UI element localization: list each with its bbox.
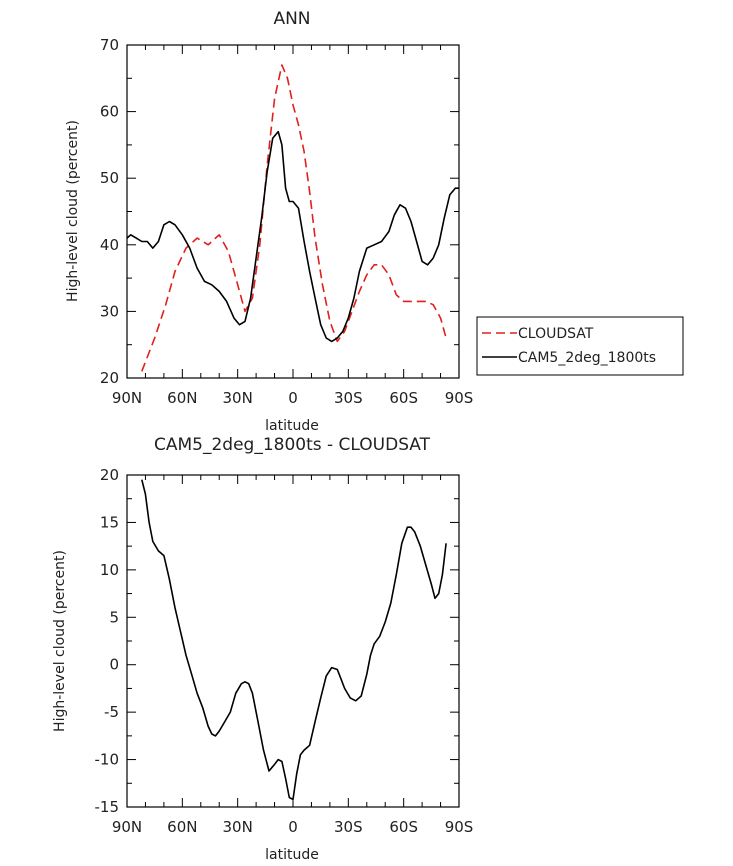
x-axis-label: latitude [265, 847, 319, 863]
panel-difference: CAM5_2deg_1800ts - CLOUDSAT 90N 60N 30N 0 30… [52, 435, 473, 863]
y-tick-label: -5 [104, 703, 119, 721]
x-tick-label: 60N [167, 818, 197, 836]
y-tick-labels: -15 -10 -5 0 5 10 15 20 [95, 466, 120, 816]
legend-label-cloudsat: CLOUDSAT [518, 326, 594, 342]
plot-frame [126, 474, 460, 808]
x-tick-labels: 90N 60N 30N 0 30S 60S 90S [112, 389, 473, 407]
legend-label-cam5: CAM5_2deg_1800ts [518, 350, 656, 366]
x-tick-label: 60S [389, 818, 418, 836]
chart-title: ANN [273, 9, 310, 29]
x-axis-label: latitude [265, 418, 319, 434]
y-tick-label: 30 [100, 302, 119, 320]
y-tick-label: 15 [100, 513, 119, 531]
y-tick-label: 20 [100, 369, 119, 387]
x-tick-label: 30N [223, 818, 253, 836]
legend-box [476, 316, 684, 376]
x-tick-label: 30N [223, 389, 253, 407]
chart-title: CAM5_2deg_1800ts - CLOUDSAT [154, 435, 431, 455]
y-tick-label: 5 [109, 608, 119, 626]
y-tick-label: 0 [109, 656, 119, 674]
series-line-cam5-2deg-1800ts [126, 130, 459, 343]
y-tick-label: -15 [95, 798, 120, 816]
panel-ann: ANN 90N 60N 30N 0 30S 60S 90S 20 30 40 50 60 70 lat… [65, 9, 473, 434]
y-tick-labels: 20 30 40 50 60 70 [100, 36, 119, 387]
series-line-cloudsat [141, 64, 447, 372]
x-tick-label: 30S [334, 389, 363, 407]
x-tick-label: 60S [389, 389, 418, 407]
legend: CLOUDSAT CAM5_2deg_1800ts [476, 316, 684, 376]
series-group [126, 64, 459, 372]
y-axis-label: High-level cloud (percent) [52, 550, 68, 732]
y-tick-label: 70 [100, 36, 119, 54]
y-tick-label: -10 [95, 751, 120, 769]
series-line-cam5-2deg-1800ts-cloudsat [141, 479, 447, 801]
y-tick-label: 40 [100, 236, 119, 254]
x-tick-label: 90S [445, 389, 474, 407]
x-tick-label: 90S [445, 818, 474, 836]
y-tick-label: 50 [100, 169, 119, 187]
x-tick-label: 90N [112, 389, 142, 407]
x-tick-label: 0 [288, 389, 298, 407]
x-tick-label: 30S [334, 818, 363, 836]
y-axis-label: High-level cloud (percent) [65, 120, 81, 302]
x-tick-labels: 90N 60N 30N 0 30S 60S 90S [112, 818, 473, 836]
series-group [141, 479, 447, 801]
plot-frame [126, 44, 460, 379]
y-tick-label: 60 [100, 103, 119, 121]
y-tick-label: 20 [100, 466, 119, 484]
axis-ticks [126, 44, 460, 379]
x-tick-label: 60N [167, 389, 197, 407]
x-tick-label: 0 [288, 818, 298, 836]
y-tick-label: 10 [100, 561, 119, 579]
axis-ticks [126, 474, 460, 808]
x-tick-label: 90N [112, 818, 142, 836]
